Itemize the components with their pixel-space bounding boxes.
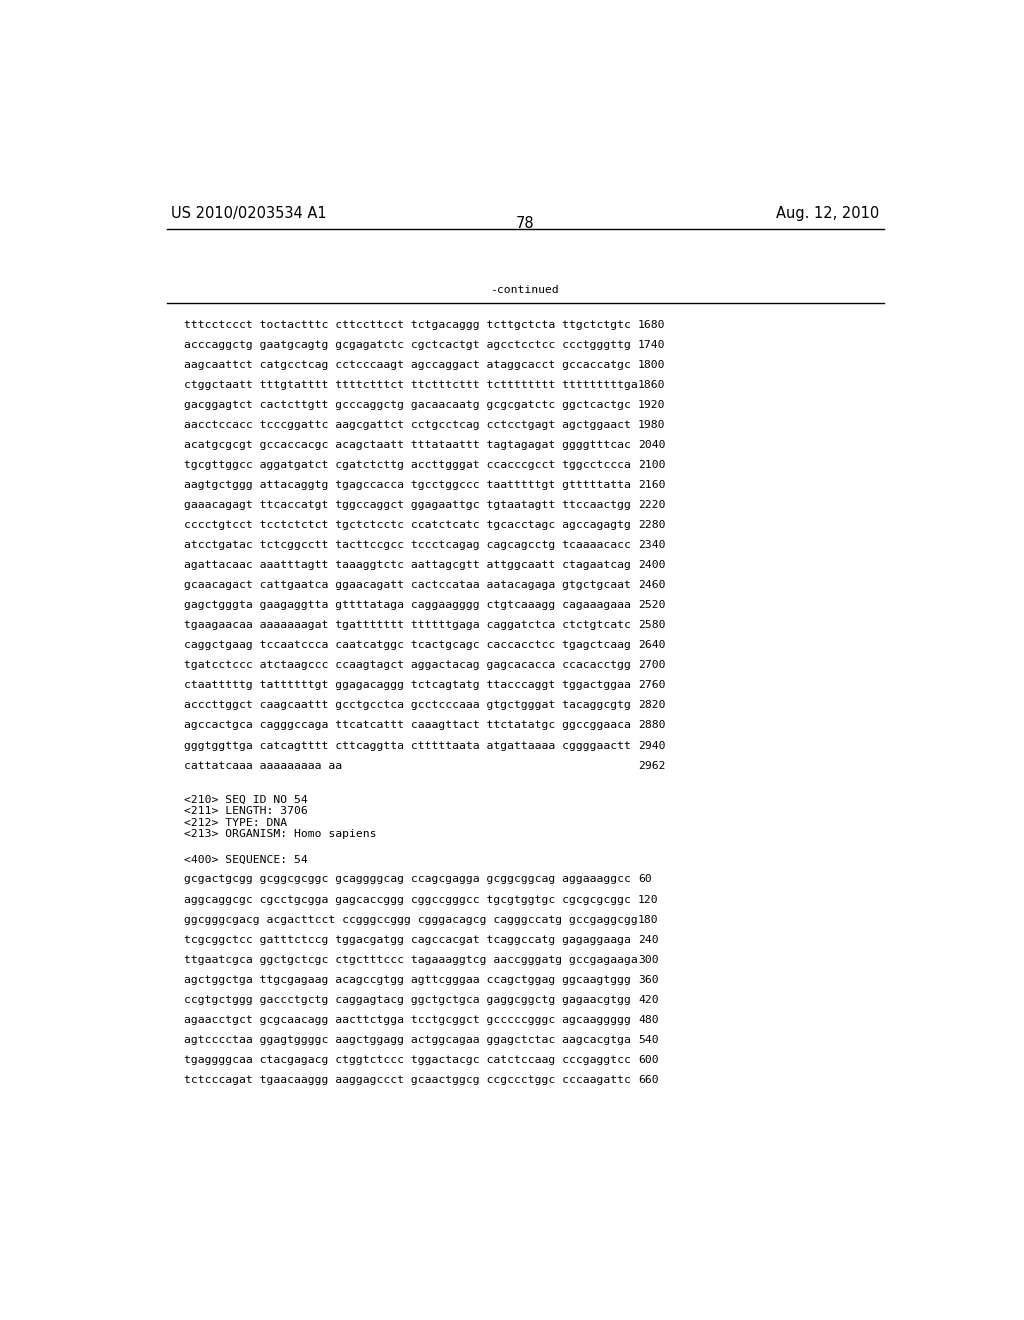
Text: 660: 660: [638, 1074, 658, 1085]
Text: gggtggttga catcagtttt cttcaggtta ctttttaata atgattaaaa cggggaactt: gggtggttga catcagtttt cttcaggtta cttttta…: [183, 741, 631, 751]
Text: 60: 60: [638, 875, 651, 884]
Text: agccactgca cagggccaga ttcatcattt caaagttact ttctatatgc ggccggaaca: agccactgca cagggccaga ttcatcattt caaagtt…: [183, 721, 631, 730]
Text: 1800: 1800: [638, 360, 666, 370]
Text: 2580: 2580: [638, 620, 666, 631]
Text: 2220: 2220: [638, 500, 666, 511]
Text: <213> ORGANISM: Homo sapiens: <213> ORGANISM: Homo sapiens: [183, 829, 376, 840]
Text: cattatcaaa aaaaaaaaa aa: cattatcaaa aaaaaaaaa aa: [183, 760, 342, 771]
Text: tttcctccct toctactttc cttccttcct tctgacaggg tcttgctcta ttgctctgtc: tttcctccct toctactttc cttccttcct tctgaca…: [183, 321, 631, 330]
Text: 240: 240: [638, 935, 658, 945]
Text: 2340: 2340: [638, 540, 666, 550]
Text: caggctgaag tccaatccca caatcatggc tcactgcagc caccacctcc tgagctcaag: caggctgaag tccaatccca caatcatggc tcactgc…: [183, 640, 631, 651]
Text: ggcgggcgacg acgacttcct ccgggccggg cgggacagcg cagggccatg gccgaggcgg: ggcgggcgacg acgacttcct ccgggccggg cgggac…: [183, 915, 638, 924]
Text: aagcaattct catgcctcag cctcccaagt agccaggact ataggcacct gccaccatgc: aagcaattct catgcctcag cctcccaagt agccagg…: [183, 360, 631, 370]
Text: 2280: 2280: [638, 520, 666, 531]
Text: 1680: 1680: [638, 321, 666, 330]
Text: gcgactgcgg gcggcgcggc gcaggggcag ccagcgagga gcggcggcag aggaaaggcc: gcgactgcgg gcggcgcggc gcaggggcag ccagcga…: [183, 875, 631, 884]
Text: 2400: 2400: [638, 561, 666, 570]
Text: gagctgggta gaagaggtta gttttataga caggaagggg ctgtcaaagg cagaaagaaa: gagctgggta gaagaggtta gttttataga caggaag…: [183, 601, 631, 610]
Text: agaacctgct gcgcaacagg aacttctgga tcctgcggct gcccccgggc agcaaggggg: agaacctgct gcgcaacagg aacttctgga tcctgcg…: [183, 1015, 631, 1024]
Text: cccctgtcct tcctctctct tgctctcctc ccatctcatc tgcacctagc agccagagtg: cccctgtcct tcctctctct tgctctcctc ccatctc…: [183, 520, 631, 531]
Text: agtcccctaa ggagtggggc aagctggagg actggcagaa ggagctctac aagcacgtga: agtcccctaa ggagtggggc aagctggagg actggca…: [183, 1035, 631, 1044]
Text: tgatcctccc atctaagccc ccaagtagct aggactacag gagcacacca ccacacctgg: tgatcctccc atctaagccc ccaagtagct aggacta…: [183, 660, 631, 671]
Text: tgaggggcaa ctacgagacg ctggtctccc tggactacgc catctccaag cccgaggtcc: tgaggggcaa ctacgagacg ctggtctccc tggacta…: [183, 1055, 631, 1065]
Text: 1980: 1980: [638, 420, 666, 430]
Text: 2040: 2040: [638, 441, 666, 450]
Text: 180: 180: [638, 915, 658, 924]
Text: ccgtgctggg gaccctgctg caggagtacg ggctgctgca gaggcggctg gagaacgtgg: ccgtgctggg gaccctgctg caggagtacg ggctgct…: [183, 995, 631, 1005]
Text: 2100: 2100: [638, 461, 666, 470]
Text: agctggctga ttgcgagaag acagccgtgg agttcgggaa ccagctggag ggcaagtggg: agctggctga ttgcgagaag acagccgtgg agttcgg…: [183, 974, 631, 985]
Text: gacggagtct cactcttgtt gcccaggctg gacaacaatg gcgcgatctc ggctcactgc: gacggagtct cactcttgtt gcccaggctg gacaaca…: [183, 400, 631, 411]
Text: tgcgttggcc aggatgatct cgatctcttg accttgggat ccacccgcct tggcctccca: tgcgttggcc aggatgatct cgatctcttg accttgg…: [183, 461, 631, 470]
Text: atcctgatac tctcggcctt tacttccgcc tccctcagag cagcagcctg tcaaaacacc: atcctgatac tctcggcctt tacttccgcc tccctca…: [183, 540, 631, 550]
Text: <400> SEQUENCE: 54: <400> SEQUENCE: 54: [183, 854, 307, 865]
Text: -continued: -continued: [490, 285, 559, 296]
Text: 540: 540: [638, 1035, 658, 1044]
Text: <210> SEQ ID NO 54: <210> SEQ ID NO 54: [183, 795, 307, 804]
Text: gcaacagact cattgaatca ggaacagatt cactccataa aatacagaga gtgctgcaat: gcaacagact cattgaatca ggaacagatt cactcca…: [183, 581, 631, 590]
Text: 1920: 1920: [638, 400, 666, 411]
Text: 2460: 2460: [638, 581, 666, 590]
Text: 300: 300: [638, 954, 658, 965]
Text: acccaggctg gaatgcagtg gcgagatctc cgctcactgt agcctcctcc ccctgggttg: acccaggctg gaatgcagtg gcgagatctc cgctcac…: [183, 341, 631, 350]
Text: 480: 480: [638, 1015, 658, 1024]
Text: 2940: 2940: [638, 741, 666, 751]
Text: 2520: 2520: [638, 601, 666, 610]
Text: Aug. 12, 2010: Aug. 12, 2010: [776, 206, 880, 222]
Text: 1740: 1740: [638, 341, 666, 350]
Text: 600: 600: [638, 1055, 658, 1065]
Text: gaaacagagt ttcaccatgt tggccaggct ggagaattgc tgtaatagtt ttccaactgg: gaaacagagt ttcaccatgt tggccaggct ggagaat…: [183, 500, 631, 511]
Text: 360: 360: [638, 974, 658, 985]
Text: aagtgctggg attacaggtg tgagccacca tgcctggccc taatttttgt gtttttatta: aagtgctggg attacaggtg tgagccacca tgcctgg…: [183, 480, 631, 490]
Text: tgaagaacaa aaaaaaagat tgattttttt ttttttgaga caggatctca ctctgtcatc: tgaagaacaa aaaaaaagat tgattttttt ttttttg…: [183, 620, 631, 631]
Text: 2880: 2880: [638, 721, 666, 730]
Text: <211> LENGTH: 3706: <211> LENGTH: 3706: [183, 807, 307, 816]
Text: 420: 420: [638, 995, 658, 1005]
Text: 120: 120: [638, 895, 658, 904]
Text: ctaatttttg tattttttgt ggagacaggg tctcagtatg ttacccaggt tggactggaa: ctaatttttg tattttttgt ggagacaggg tctcagt…: [183, 681, 631, 690]
Text: 1860: 1860: [638, 380, 666, 391]
Text: 2760: 2760: [638, 681, 666, 690]
Text: 78: 78: [515, 216, 535, 231]
Text: agattacaac aaatttagtt taaaggtctc aattagcgtt attggcaatt ctagaatcag: agattacaac aaatttagtt taaaggtctc aattagc…: [183, 561, 631, 570]
Text: tctcccagat tgaacaaggg aaggagccct gcaactggcg ccgccctggc cccaagattc: tctcccagat tgaacaaggg aaggagccct gcaactg…: [183, 1074, 631, 1085]
Text: ttgaatcgca ggctgctcgc ctgctttccc tagaaaggtcg aaccgggatg gccgagaaga: ttgaatcgca ggctgctcgc ctgctttccc tagaaag…: [183, 954, 638, 965]
Text: tcgcggctcc gatttctccg tggacgatgg cagccacgat tcaggccatg gagaggaaga: tcgcggctcc gatttctccg tggacgatgg cagccac…: [183, 935, 631, 945]
Text: aggcaggcgc cgcctgcgga gagcaccggg cggccgggcc tgcgtggtgc cgcgcgcggc: aggcaggcgc cgcctgcgga gagcaccggg cggccgg…: [183, 895, 631, 904]
Text: aacctccacc tcccggattc aagcgattct cctgcctcag cctcctgagt agctggaact: aacctccacc tcccggattc aagcgattct cctgcct…: [183, 420, 631, 430]
Text: acccttggct caagcaattt gcctgcctca gcctcccaaa gtgctgggat tacaggcgtg: acccttggct caagcaattt gcctgcctca gcctccc…: [183, 701, 631, 710]
Text: US 2010/0203534 A1: US 2010/0203534 A1: [171, 206, 327, 222]
Text: 2700: 2700: [638, 660, 666, 671]
Text: <212> TYPE: DNA: <212> TYPE: DNA: [183, 817, 287, 828]
Text: 2640: 2640: [638, 640, 666, 651]
Text: 2962: 2962: [638, 760, 666, 771]
Text: acatgcgcgt gccaccacgc acagctaatt tttataattt tagtagagat ggggtttcac: acatgcgcgt gccaccacgc acagctaatt tttataa…: [183, 441, 631, 450]
Text: 2160: 2160: [638, 480, 666, 490]
Text: 2820: 2820: [638, 701, 666, 710]
Text: ctggctaatt tttgtatttt ttttctttct ttctttcttt tctttttttt tttttttttga: ctggctaatt tttgtatttt ttttctttct ttctttc…: [183, 380, 638, 391]
